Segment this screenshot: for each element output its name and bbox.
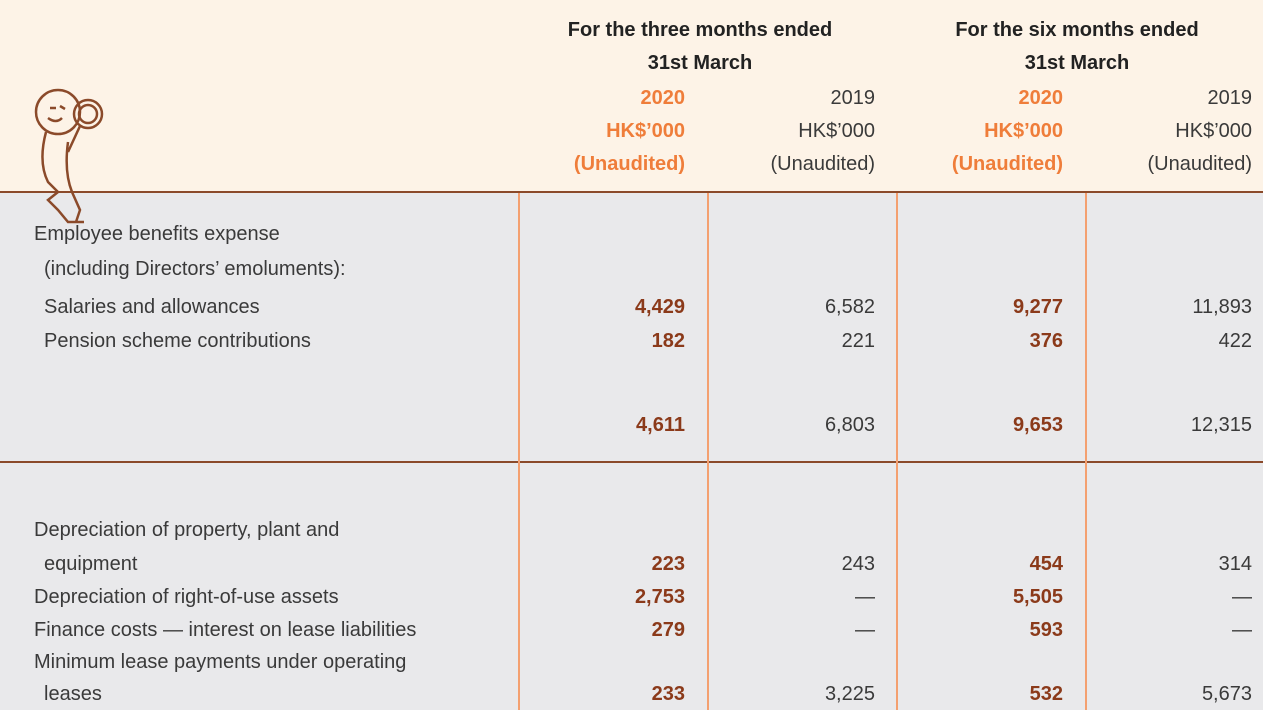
cell-value: 223 (651, 553, 685, 575)
cell-value: 9,653 (1012, 414, 1063, 436)
row-label: Depreciation of right-of-use assets (34, 586, 339, 608)
col-line (707, 193, 709, 710)
rule (0, 191, 1263, 193)
row-label: Employee benefits expense (34, 223, 280, 245)
cell-value: 6,803 (824, 414, 875, 436)
cell-value: 5,673 (1201, 683, 1252, 705)
table-body (0, 192, 1263, 710)
column-unit: HK$’000 (798, 120, 875, 142)
group-title: 31st March (647, 52, 753, 74)
col-line (1085, 193, 1087, 710)
column-year: 2019 (830, 87, 876, 109)
cell-value: 4,611 (636, 414, 685, 436)
column-year: 2020 (1018, 87, 1064, 109)
mascot (34, 88, 104, 224)
column-status: (Unaudited) (573, 153, 685, 175)
cell-value: 221 (841, 330, 875, 352)
cell-value: 593 (1029, 619, 1063, 641)
group-title: 31st March (1024, 52, 1130, 74)
column-unit: HK$’000 (984, 120, 1063, 142)
cell-value: 376 (1029, 330, 1063, 352)
cell-value: 182 (651, 330, 685, 352)
cell-value: 11,893 (1192, 296, 1252, 318)
cell-value: — (1232, 619, 1252, 641)
column-status: (Unaudited) (770, 153, 875, 175)
row-label: Salaries and allowances (44, 296, 260, 318)
cell-value: 243 (841, 553, 875, 575)
cell-value: — (855, 586, 875, 608)
cell-value: 9,277 (1012, 296, 1063, 318)
cell-value: 454 (1029, 553, 1063, 575)
cell-value: 4,429 (634, 296, 685, 318)
row-label: leases (44, 683, 102, 705)
cell-value: 314 (1218, 553, 1252, 575)
cell-value: 6,582 (824, 296, 875, 318)
cell-value: 12,315 (1190, 414, 1252, 436)
group-title: For the three months ended (567, 19, 833, 41)
column-year: 2020 (640, 87, 686, 109)
cell-value: 3,225 (824, 683, 875, 705)
row-label: equipment (44, 553, 138, 575)
row-label: (including Directors’ emoluments): (44, 258, 346, 280)
column-status: (Unaudited) (1147, 153, 1252, 175)
column-unit: HK$’000 (606, 120, 685, 142)
cell-value: 422 (1218, 330, 1252, 352)
row-label: Finance costs — interest on lease liabil… (34, 619, 417, 641)
column-year: 2019 (1207, 87, 1253, 109)
cell-value: 2,753 (634, 586, 685, 608)
group-title: For the six months ended (955, 19, 1199, 41)
cell-value: — (1232, 586, 1252, 608)
col-line (518, 193, 520, 710)
row-label: Pension scheme contributions (44, 330, 311, 352)
cell-value: 532 (1029, 683, 1063, 705)
col-line (896, 193, 898, 710)
row-label: Depreciation of property, plant and (34, 519, 340, 541)
column-unit: HK$’000 (1175, 120, 1252, 142)
rule (0, 461, 1263, 463)
cell-value: 5,505 (1012, 586, 1063, 608)
row-label: Minimum lease payments under operating (34, 651, 407, 673)
cell-value: — (855, 619, 875, 641)
column-status: (Unaudited) (951, 153, 1063, 175)
cell-value: 279 (651, 619, 685, 641)
cell-value: 233 (651, 683, 685, 705)
